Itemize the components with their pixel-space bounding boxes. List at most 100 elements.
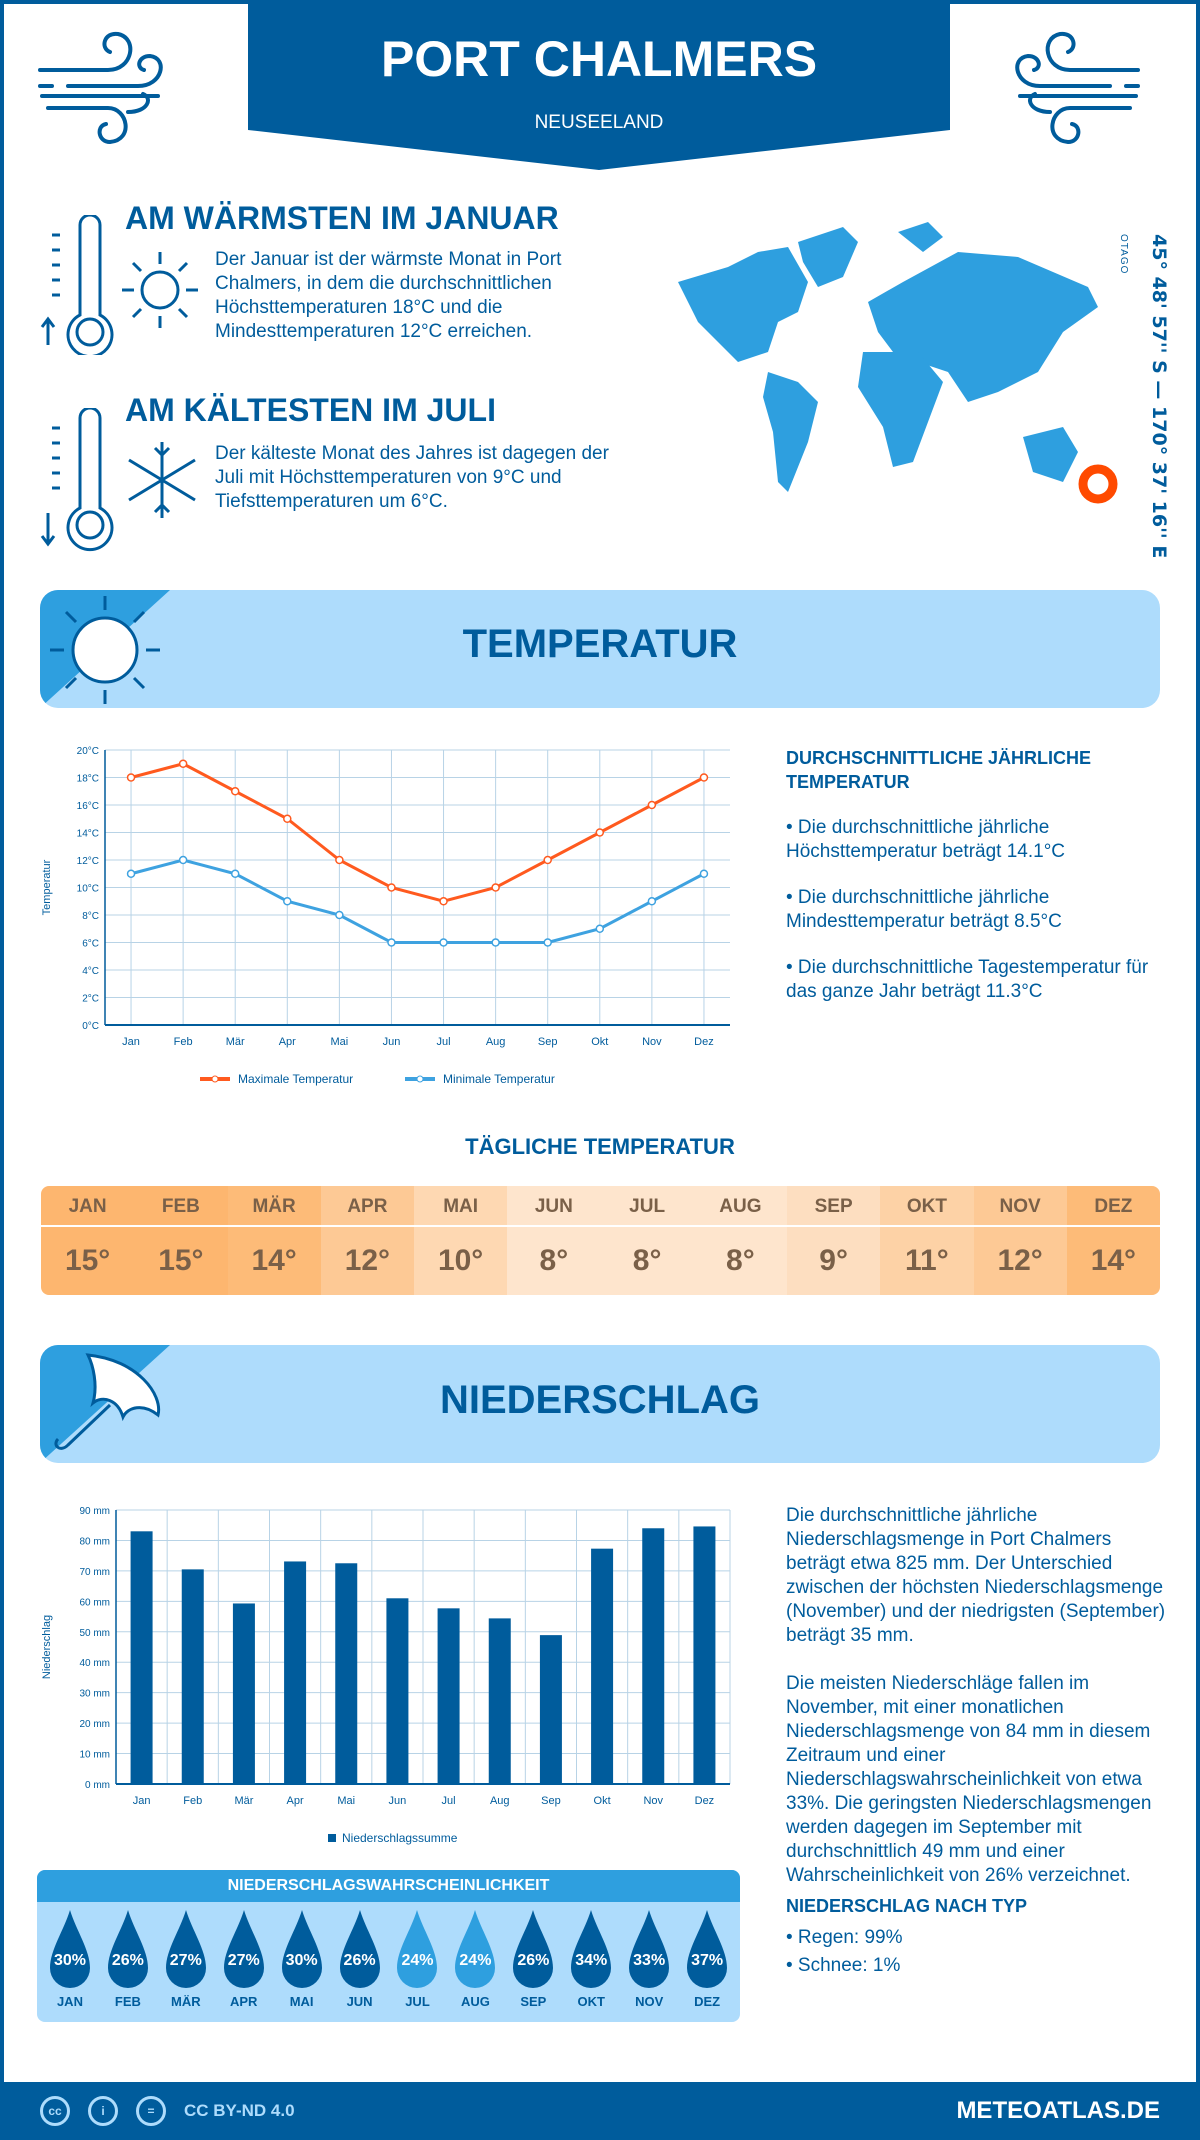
x-tick-label: Dez — [695, 1795, 715, 1807]
data-point — [283, 897, 292, 906]
y-axis-label: Temperatur — [41, 859, 53, 915]
probability-value: 34% — [575, 1952, 608, 1969]
daily-temp-jun: JUN 8° — [507, 1186, 601, 1295]
data-point — [439, 897, 448, 906]
legend-swatch — [328, 1834, 336, 1842]
probability-value: 27% — [169, 1952, 202, 1969]
raindrop-icon — [397, 1910, 438, 1988]
no-derivatives-icon: = — [136, 2096, 166, 2126]
y-tick-label: 90 mm — [79, 1506, 110, 1517]
daily-month: MÄR — [227, 1186, 321, 1227]
daily-temp-jan: JAN 15° — [41, 1186, 135, 1295]
daily-value: 8° — [632, 1244, 662, 1277]
probability-drop: 27% APR — [215, 1910, 273, 2009]
page-title: PORT CHALMERS — [380, 31, 818, 87]
data-point — [230, 869, 240, 878]
bar — [335, 1563, 358, 1784]
daily-value: 14° — [1090, 1244, 1137, 1277]
legend-label: Niederschlagssumme — [342, 1831, 458, 1845]
y-tick-label: 40 mm — [79, 1658, 110, 1669]
data-point — [126, 869, 136, 878]
y-tick-label: 60 mm — [79, 1597, 110, 1608]
daily-month: JUL — [600, 1186, 694, 1227]
sun-section-icon — [50, 596, 160, 704]
probability-value: 30% — [53, 1952, 86, 1969]
probability-value: 24% — [459, 1952, 492, 1969]
x-tick-label: Mai — [337, 1795, 355, 1807]
daily-month: FEB — [134, 1186, 228, 1227]
data-point — [178, 759, 188, 768]
x-tick-label: Aug — [490, 1795, 510, 1807]
legend-label: Maximale Temperatur — [238, 1072, 353, 1086]
x-tick-label: Okt — [594, 1795, 611, 1807]
daily-value: 11° — [905, 1244, 949, 1277]
x-tick-label: Mär — [234, 1795, 253, 1807]
raindrop-icon — [629, 1910, 670, 1988]
probability-month: JUN — [346, 1994, 373, 2009]
bar — [181, 1569, 204, 1784]
probability-drop: 33% NOV — [620, 1910, 678, 2009]
x-tick-label: Aug — [486, 1036, 506, 1048]
daily-temperature-heading: TÄGLICHE TEMPERATUR — [465, 1134, 735, 1159]
data-point — [126, 773, 136, 782]
x-tick-label: Jan — [133, 1795, 151, 1807]
license-label: CC BY-ND 4.0 — [184, 2101, 295, 2120]
temperature-section-title: TEMPERATUR — [462, 622, 738, 666]
raindrop-icon — [455, 1910, 496, 1988]
bar — [591, 1548, 614, 1784]
attribution-icon: i — [88, 2096, 118, 2126]
probability-drop: 24% JUL — [389, 1910, 447, 2009]
bar — [437, 1608, 460, 1784]
probability-value: 37% — [691, 1952, 724, 1969]
y-tick-label: 10°C — [77, 884, 99, 895]
daily-temp-sep: SEP 9° — [787, 1186, 881, 1295]
daily-temp-nov: NOV 12° — [973, 1186, 1067, 1295]
raindrop-icon — [107, 1910, 148, 1988]
raindrop-icon — [687, 1910, 728, 1988]
region-label: OTAGO — [1118, 234, 1129, 275]
precipitation-section-bar — [40, 1345, 1160, 1463]
precipitation-section-title: NIEDERSCHLAG — [439, 1378, 761, 1422]
thermometer-cold-icon — [40, 408, 114, 552]
probability-month: APR — [230, 1994, 258, 2009]
x-tick-label: Apr — [279, 1036, 296, 1048]
daily-value: 15° — [64, 1244, 111, 1277]
probability-value: 26% — [111, 1952, 144, 1969]
daily-temp-aug: AUG 8° — [693, 1186, 787, 1295]
x-tick-label: Jan — [122, 1036, 140, 1048]
y-tick-label: 10 mm — [79, 1750, 110, 1761]
x-tick-label: Jul — [442, 1795, 456, 1807]
data-point — [178, 855, 188, 865]
x-tick-label: Sep — [538, 1036, 558, 1048]
daily-value: 14° — [251, 1244, 297, 1277]
x-tick-label: Jun — [383, 1036, 401, 1048]
precipitation-chart: 0 mm 10 mm 20 mm 30 mm 40 mm 50 mm 60 mm 70 mm 8… — [41, 1506, 731, 1845]
probability-month: AUG — [460, 1994, 490, 2009]
series-line-min — [130, 858, 705, 944]
daily-temp-feb: FEB 15° — [134, 1186, 228, 1295]
daily-value: 15° — [158, 1244, 204, 1277]
probability-month: MÄR — [171, 1994, 201, 2009]
data-point — [491, 938, 500, 947]
daily-month: MAI — [414, 1186, 508, 1227]
data-point — [387, 938, 396, 947]
probability-value: 24% — [401, 1952, 434, 1969]
probability-drop: 27% MÄR — [157, 1910, 215, 2009]
site-link[interactable]: METEOATLAS.DE — [956, 2097, 1160, 2124]
y-tick-label: 8°C — [82, 911, 99, 922]
footer: cc i = CC BY-ND 4.0 METEOATLAS.DE — [0, 2082, 1200, 2140]
probability-month: MAI — [289, 1994, 314, 2009]
bar — [284, 1561, 307, 1784]
daily-temp-apr: APR 12° — [320, 1186, 414, 1295]
data-point — [647, 800, 657, 810]
probability-drop: 24% AUG — [446, 1910, 504, 2009]
raindrop-icon — [165, 1910, 206, 1988]
temperature-chart: 0°C 2°C 4°C 6°C 8°C 10°C 12°C 14°C 16°C 18°C 20°C J… — [41, 746, 730, 1086]
x-tick-label: Jul — [437, 1036, 451, 1048]
raindrop-icon — [281, 1910, 322, 1988]
data-point — [543, 855, 552, 865]
legend-label: Minimale Temperatur — [443, 1072, 555, 1086]
x-tick-label: Sep — [541, 1795, 561, 1807]
daily-temp-dez: DEZ 14° — [1066, 1186, 1160, 1295]
y-tick-label: 20 mm — [79, 1719, 110, 1730]
